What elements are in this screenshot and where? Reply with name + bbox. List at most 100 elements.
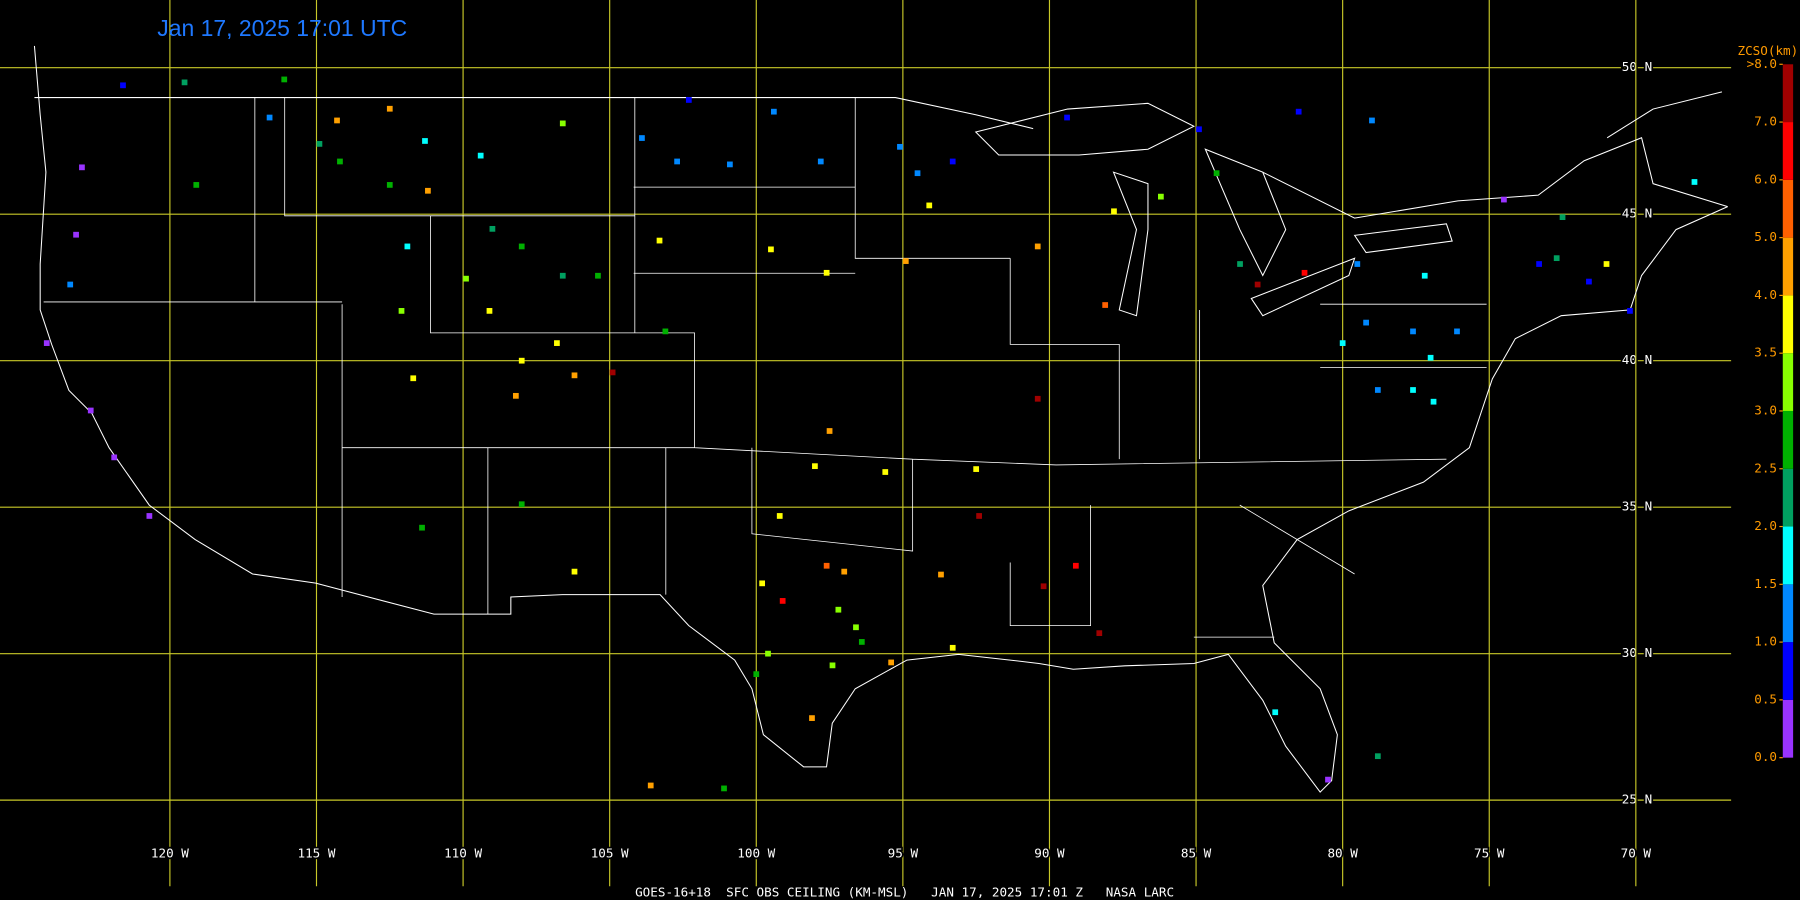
colorbar-label: 2.5 xyxy=(1754,460,1777,475)
station-obs xyxy=(1586,278,1592,285)
station-obs xyxy=(316,141,323,147)
station-obs xyxy=(1427,354,1434,361)
station-obs xyxy=(512,392,519,399)
station-obs xyxy=(1559,214,1566,221)
station-obs xyxy=(949,158,956,165)
station-obs xyxy=(1237,261,1243,267)
lat-label: 50 N xyxy=(1622,59,1652,74)
station-obs xyxy=(463,275,469,282)
station-obs xyxy=(386,182,393,188)
station-obs xyxy=(812,463,818,470)
station-obs xyxy=(1158,193,1164,200)
lon-label: 85 W xyxy=(1181,846,1212,861)
station-obs xyxy=(486,308,493,314)
station-obs xyxy=(281,76,288,83)
station-obs xyxy=(1339,340,1346,346)
lat-label: 40 N xyxy=(1622,352,1652,367)
station-obs xyxy=(882,469,889,475)
lat-label: 25 N xyxy=(1622,792,1652,807)
station-obs xyxy=(823,269,830,276)
station-obs xyxy=(835,606,842,613)
colorbar-segment xyxy=(1782,237,1794,296)
station-obs xyxy=(949,644,956,651)
station-obs xyxy=(518,501,525,508)
colorbar-segment xyxy=(1782,64,1794,123)
station-obs xyxy=(1102,302,1109,308)
lon-label: 110 W xyxy=(444,846,482,861)
lon-label: 80 W xyxy=(1327,846,1358,861)
station-obs xyxy=(477,152,484,159)
station-obs xyxy=(79,164,85,171)
station-obs xyxy=(1096,630,1103,637)
colorbar-label: 1.0 xyxy=(1754,634,1777,649)
colorbar-segment xyxy=(1782,353,1794,411)
station-obs xyxy=(674,158,680,165)
station-obs xyxy=(1295,108,1302,115)
station-obs xyxy=(1691,179,1698,185)
station-obs xyxy=(398,308,405,314)
station-obs xyxy=(1072,562,1079,569)
station-obs xyxy=(181,79,188,86)
footer: GOES-16+18 SFC OBS CEILING (KM-MSL) JAN … xyxy=(635,885,1174,900)
station-obs xyxy=(1040,583,1047,590)
station-obs xyxy=(753,671,760,678)
station-obs xyxy=(609,369,616,376)
station-obs xyxy=(266,114,273,121)
station-obs xyxy=(1536,261,1542,267)
station-obs xyxy=(1553,255,1560,262)
graticule: 50 N 45 N 40 N 35 N 30 N 25 N 120 W 115 W 110 W 1… xyxy=(0,0,1732,887)
colorbar-segment xyxy=(1782,584,1794,643)
colorbar-label: 3.5 xyxy=(1754,345,1777,360)
station-obs xyxy=(571,568,578,575)
station-obs xyxy=(647,782,654,789)
station-obs xyxy=(595,272,601,279)
station-obs xyxy=(518,243,525,250)
station-obs xyxy=(146,513,153,519)
lon-label: 120 W xyxy=(151,846,189,861)
lon-label: 75 W xyxy=(1474,846,1505,861)
station-obs xyxy=(1603,261,1610,267)
station-obs xyxy=(1064,114,1070,121)
station-obs xyxy=(976,513,982,519)
station-obs xyxy=(1363,319,1369,326)
station-obs xyxy=(973,466,980,472)
station-obs xyxy=(43,340,50,346)
colorbar-label: 2.0 xyxy=(1754,518,1777,533)
station-obs xyxy=(779,598,786,604)
station-obs xyxy=(1254,281,1261,288)
station-obs xyxy=(1374,387,1381,393)
station-obs xyxy=(422,138,428,144)
station-obs xyxy=(685,97,692,103)
station-obs xyxy=(817,158,824,165)
station-obs xyxy=(404,243,411,250)
stations xyxy=(43,76,1698,792)
colorbar-segment xyxy=(1782,410,1794,469)
colorbar-segment xyxy=(1782,526,1794,585)
colorbar-label: 7.0 xyxy=(1754,114,1777,129)
lon-label: 90 W xyxy=(1034,846,1065,861)
station-obs xyxy=(1196,126,1202,133)
station-obs xyxy=(518,357,525,364)
station-obs xyxy=(727,161,733,168)
station-obs xyxy=(1374,753,1381,760)
station-obs xyxy=(765,650,771,657)
station-obs xyxy=(559,272,566,279)
station-obs xyxy=(489,225,496,232)
map-title: Jan 17, 2025 17:01 UTC xyxy=(157,15,407,41)
colorbar-segment xyxy=(1782,468,1794,527)
station-obs xyxy=(914,170,921,177)
station-obs xyxy=(193,182,200,188)
station-obs xyxy=(1430,398,1437,405)
colorbar-segment xyxy=(1782,699,1794,758)
station-obs xyxy=(1627,308,1633,314)
station-obs xyxy=(1354,261,1361,267)
station-obs xyxy=(662,328,669,335)
station-obs xyxy=(759,580,766,587)
station-obs xyxy=(938,571,944,578)
lat-label: 35 N xyxy=(1622,499,1652,514)
station-obs xyxy=(639,135,645,141)
great-lakes xyxy=(974,102,1453,317)
colorbar-segment xyxy=(1782,179,1794,238)
station-obs xyxy=(571,372,578,379)
